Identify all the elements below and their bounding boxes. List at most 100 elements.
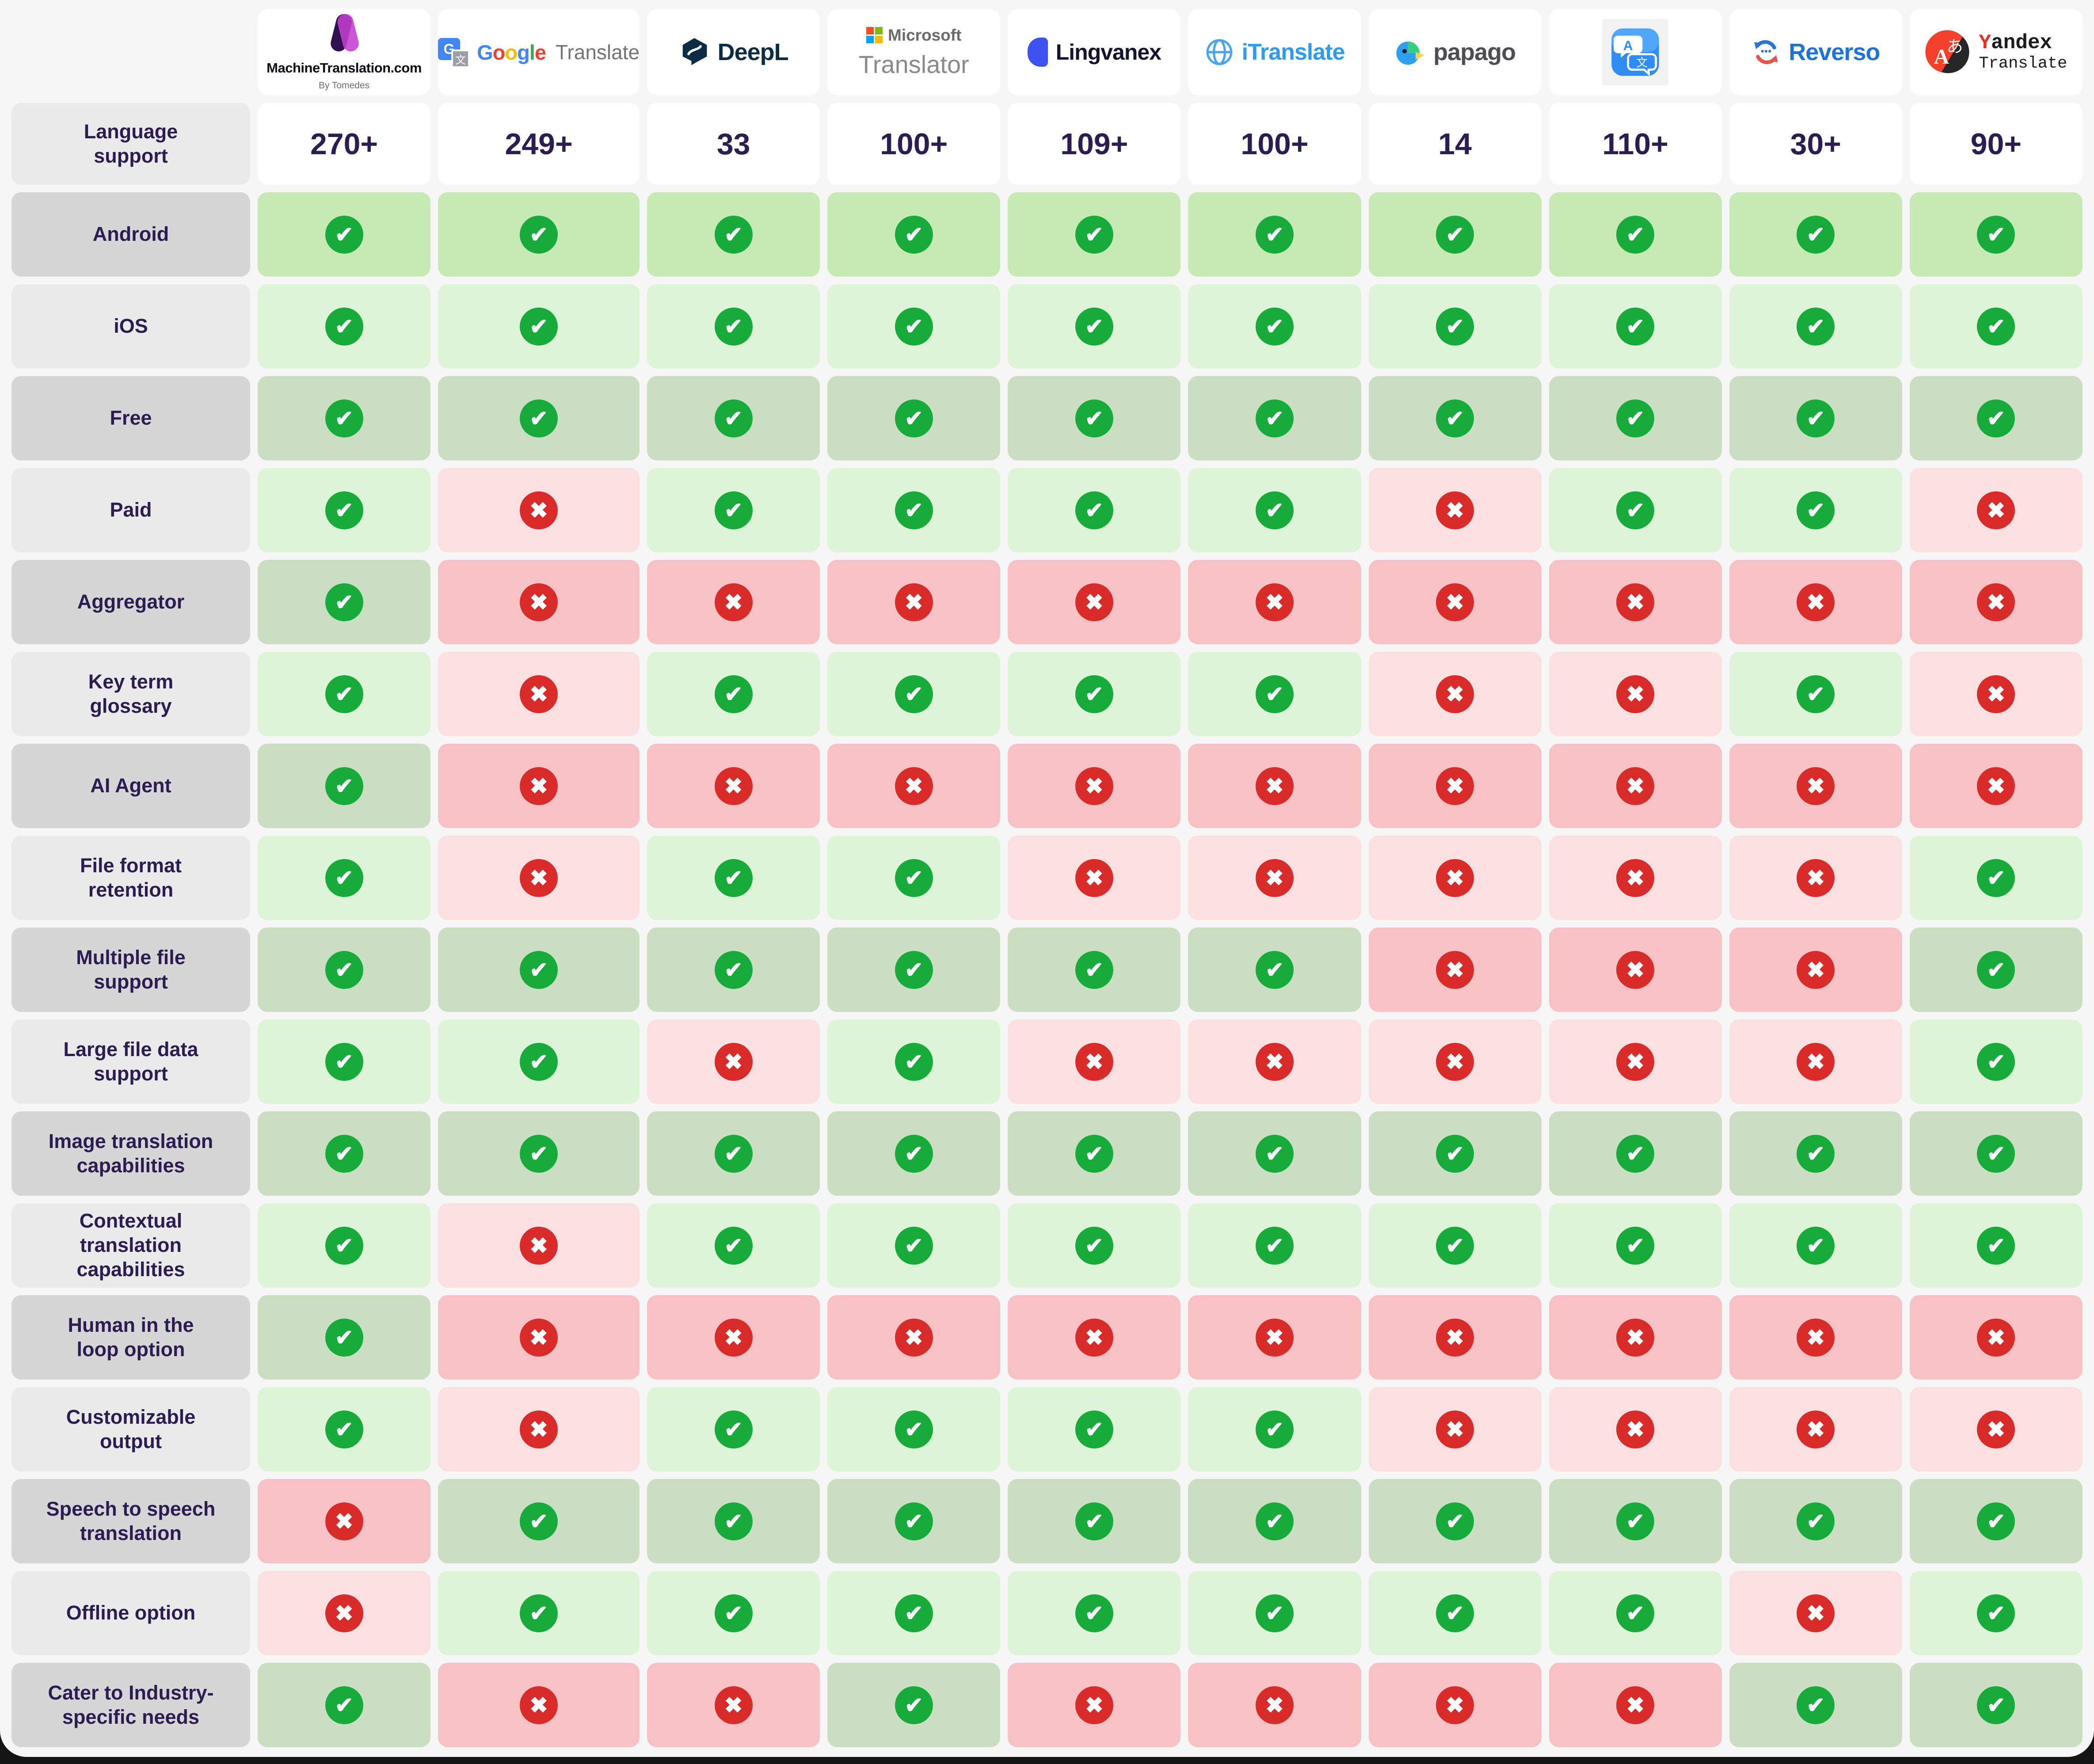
column-header-papago: papago (1368, 9, 1542, 95)
status-cell-contextual-translation-capabilities-apple-translate: ✔ (1549, 1203, 1722, 1288)
row-label-key-term-glossary: Key term glossary (11, 652, 250, 736)
x-icon: ✖ (520, 1318, 558, 1357)
check-icon: ✔ (325, 399, 363, 437)
status-cell-key-term-glossary-yandex-translate: ✖ (1909, 652, 2083, 736)
status-cell-cater-to-industry-specific-needs-yandex-translate: ✔ (1909, 1663, 2083, 1747)
x-icon: ✖ (1436, 950, 1474, 989)
language-support-value-google-translate: 249+ (438, 103, 640, 185)
x-icon: ✖ (1436, 859, 1474, 897)
status-cell-multiple-file-support-lingvanex: ✔ (1008, 928, 1181, 1012)
status-cell-file-format-retention-deepl: ✔ (647, 836, 820, 920)
column-header-lingvanex: Lingvanex (1008, 9, 1181, 95)
status-cell-aggregator-google-translate: ✖ (438, 560, 640, 644)
check-icon: ✔ (714, 859, 753, 897)
status-cell-file-format-retention-reverso: ✖ (1729, 836, 1902, 920)
status-cell-cater-to-industry-specific-needs-lingvanex: ✖ (1008, 1663, 1181, 1747)
check-icon: ✔ (895, 675, 933, 713)
status-cell-customizable-output-google-translate: ✖ (438, 1387, 640, 1471)
x-icon: ✖ (895, 1318, 933, 1357)
check-icon: ✔ (1797, 307, 1835, 346)
status-cell-offline-option-machinetranslation-com: ✖ (258, 1571, 431, 1655)
x-icon: ✖ (1977, 1318, 2015, 1357)
status-cell-file-format-retention-google-translate: ✖ (438, 836, 640, 920)
x-icon: ✖ (1616, 583, 1655, 621)
status-cell-large-file-data-support-lingvanex: ✖ (1008, 1019, 1181, 1104)
x-icon: ✖ (1977, 767, 2015, 805)
x-icon: ✖ (714, 1686, 753, 1724)
check-icon: ✔ (714, 307, 753, 346)
status-cell-contextual-translation-capabilities-yandex-translate: ✔ (1909, 1203, 2083, 1288)
check-icon: ✔ (1436, 399, 1474, 437)
status-cell-offline-option-papago: ✔ (1368, 1571, 1542, 1655)
check-icon: ✔ (714, 950, 753, 989)
status-cell-speech-to-speech-translation-microsoft-translator: ✔ (827, 1479, 1001, 1563)
status-cell-paid-deepl: ✔ (647, 468, 820, 552)
check-icon: ✔ (1616, 215, 1655, 254)
check-icon: ✔ (895, 491, 933, 529)
row-label-text: Contextual translation capabilities (76, 1209, 185, 1281)
x-icon: ✖ (714, 1318, 753, 1357)
row-label-text: Free (110, 407, 152, 430)
lingvanex-icon (1027, 38, 1048, 67)
status-cell-android-machinetranslation-com: ✔ (258, 192, 431, 277)
status-cell-image-translation-capabilities-lingvanex: ✔ (1008, 1111, 1181, 1196)
check-icon: ✔ (325, 215, 363, 254)
check-icon: ✔ (1977, 1594, 2015, 1632)
x-icon: ✖ (520, 1686, 558, 1724)
x-icon: ✖ (1075, 583, 1113, 621)
x-icon: ✖ (895, 583, 933, 621)
check-icon: ✔ (1075, 1502, 1113, 1540)
status-cell-image-translation-capabilities-deepl: ✔ (647, 1111, 820, 1196)
column-header-machinetranslation: MachineTranslation.com By Tomedes (258, 9, 431, 95)
status-cell-paid-machinetranslation-com: ✔ (258, 468, 431, 552)
check-icon: ✔ (520, 1042, 558, 1081)
check-icon: ✔ (1075, 675, 1113, 713)
status-cell-android-google-translate: ✔ (438, 192, 640, 277)
check-icon: ✔ (895, 1134, 933, 1173)
status-cell-file-format-retention-yandex-translate: ✔ (1909, 836, 2083, 920)
status-cell-image-translation-capabilities-yandex-translate: ✔ (1909, 1111, 2083, 1196)
status-cell-image-translation-capabilities-papago: ✔ (1368, 1111, 1542, 1196)
status-cell-multiple-file-support-reverso: ✖ (1729, 928, 1902, 1012)
status-cell-cater-to-industry-specific-needs-papago: ✖ (1368, 1663, 1542, 1747)
status-cell-human-in-the-loop-option-machinetranslation-com: ✔ (258, 1295, 431, 1380)
status-cell-android-lingvanex: ✔ (1008, 192, 1181, 277)
status-cell-image-translation-capabilities-machinetranslation-com: ✔ (258, 1111, 431, 1196)
x-icon: ✖ (1616, 859, 1655, 897)
check-icon: ✔ (1075, 399, 1113, 437)
status-cell-ai-agent-itranslate: ✖ (1188, 744, 1361, 828)
x-icon: ✖ (520, 859, 558, 897)
status-cell-ai-agent-papago: ✖ (1368, 744, 1542, 828)
row-label-free: Free (11, 376, 250, 460)
svg-text:あ: あ (1946, 38, 1963, 56)
column-header-microsoft-translator: Microsoft Translator (827, 9, 1001, 95)
status-cell-ios-microsoft-translator: ✔ (827, 284, 1001, 369)
status-cell-image-translation-capabilities-apple-translate: ✔ (1549, 1111, 1722, 1196)
status-cell-cater-to-industry-specific-needs-deepl: ✖ (647, 1663, 820, 1747)
row-label-text: Offline option (66, 1601, 196, 1624)
status-cell-image-translation-capabilities-itranslate: ✔ (1188, 1111, 1361, 1196)
status-cell-free-papago: ✔ (1368, 376, 1542, 460)
check-icon: ✔ (325, 1042, 363, 1081)
status-cell-ios-apple-translate: ✔ (1549, 284, 1722, 369)
status-cell-multiple-file-support-yandex-translate: ✔ (1909, 928, 2083, 1012)
row-label-customizable-output: Customizable output (11, 1387, 250, 1471)
check-icon: ✔ (1075, 1226, 1113, 1265)
check-icon: ✔ (1977, 1134, 2015, 1173)
status-cell-offline-option-deepl: ✔ (647, 1571, 820, 1655)
check-icon: ✔ (520, 215, 558, 254)
check-icon: ✔ (1436, 215, 1474, 254)
check-icon: ✔ (1797, 1686, 1835, 1724)
reverso-wordmark: Reverso (1789, 39, 1880, 65)
column-header-yandex-translate: A あ Yandex Translate (1909, 9, 2083, 95)
status-cell-android-reverso: ✔ (1729, 192, 1902, 277)
status-cell-human-in-the-loop-option-reverso: ✖ (1729, 1295, 1902, 1380)
x-icon: ✖ (1977, 583, 2015, 621)
google-wordmark: Google (477, 40, 546, 64)
machinetranslation-logo-icon (320, 12, 369, 54)
check-icon: ✔ (325, 1134, 363, 1173)
x-icon: ✖ (1075, 1042, 1113, 1081)
status-cell-cater-to-industry-specific-needs-machinetranslation-com: ✔ (258, 1663, 431, 1747)
status-cell-customizable-output-microsoft-translator: ✔ (827, 1387, 1001, 1471)
